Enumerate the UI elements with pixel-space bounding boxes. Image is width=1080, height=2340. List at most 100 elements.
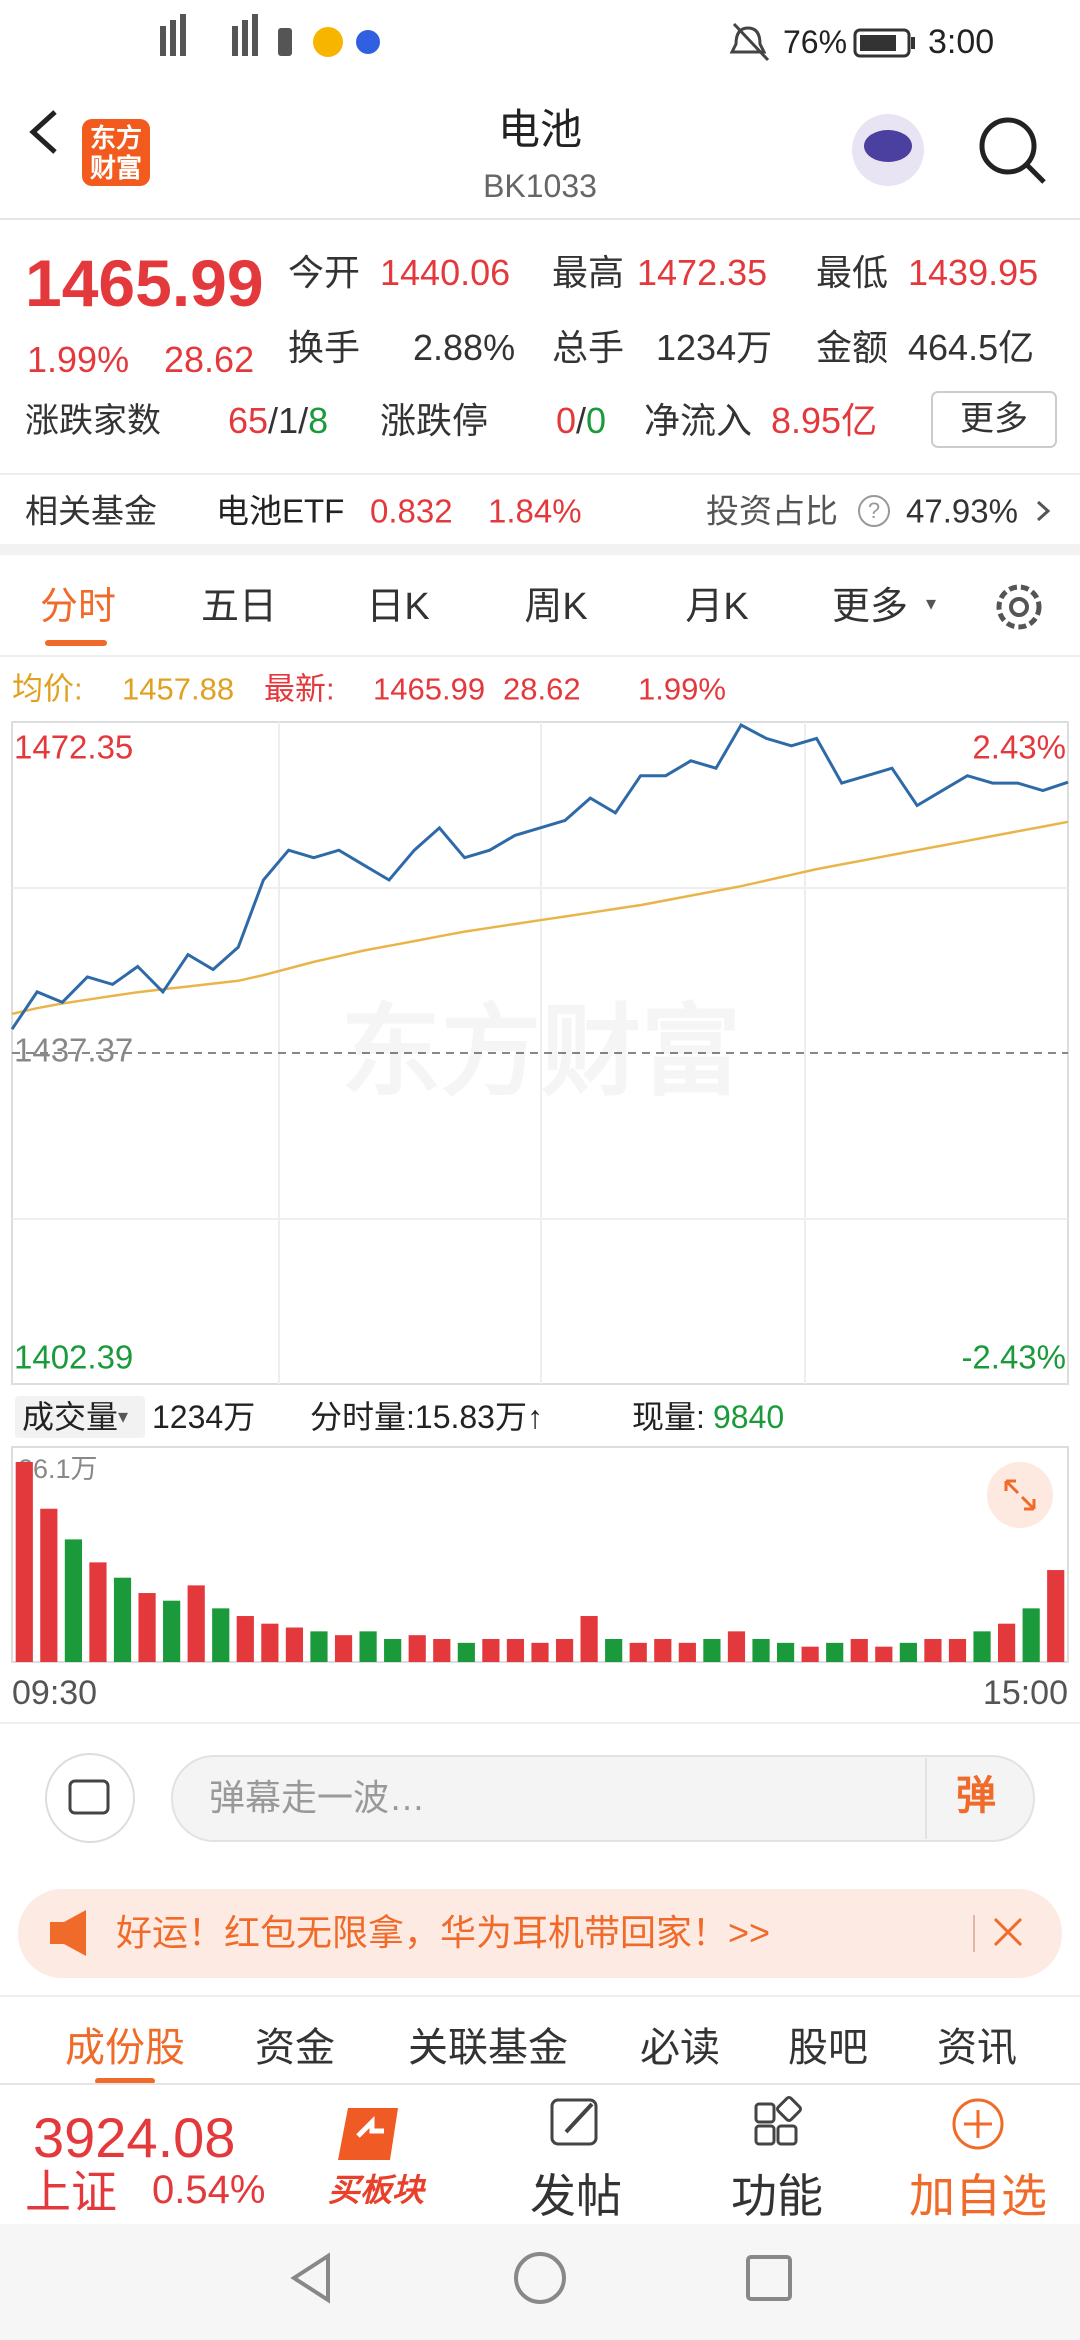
legend-value: 1465.99 xyxy=(373,671,486,707)
volume-bar xyxy=(948,1639,967,1662)
nav-item[interactable]: 功能 xyxy=(731,2170,823,2222)
volume-bar xyxy=(433,1639,451,1662)
period-tab[interactable]: 分时 xyxy=(39,586,117,628)
volume-bar xyxy=(678,1642,696,1662)
volume-title[interactable]: 成交量 xyxy=(22,1399,119,1435)
volume-bar xyxy=(727,1631,746,1662)
change: 28.62 xyxy=(164,339,255,380)
volume-bar xyxy=(1022,1608,1040,1662)
value: 1439.95 xyxy=(908,252,1039,293)
nav-item[interactable]: 加自选 xyxy=(909,2170,1047,2222)
clock: 3:00 xyxy=(928,23,995,61)
value: 2.88% xyxy=(413,327,516,368)
volume-bar xyxy=(113,1577,132,1662)
nav-back[interactable] xyxy=(290,2252,330,2304)
label: 投资占比 xyxy=(706,492,838,530)
legend-label: 最新: xyxy=(264,671,335,707)
placeholder: 弹幕走一波… xyxy=(209,1777,426,1818)
section-tab[interactable]: 股吧 xyxy=(788,2026,868,2070)
label: 今开 xyxy=(288,252,361,293)
y-tick-label: 1472.35 xyxy=(14,729,133,766)
back[interactable] xyxy=(29,110,57,154)
volume-bar xyxy=(850,1639,868,1662)
period-tab[interactable]: 五日 xyxy=(200,586,278,628)
period-tab[interactable]: 更多 xyxy=(831,586,909,628)
volume-bar xyxy=(924,1639,942,1662)
x-tick-label: 15:00 xyxy=(983,1674,1068,1712)
legend-value: 1457.88 xyxy=(122,671,235,707)
y-tick-label: 1437.37 xyxy=(14,1032,133,1069)
volume-bar xyxy=(15,1462,33,1662)
help[interactable]: ? xyxy=(867,498,881,523)
danmaku-input[interactable] xyxy=(171,1755,1035,1842)
fund-name[interactable]: 电池ETF xyxy=(216,492,345,530)
volume-bar xyxy=(163,1600,181,1662)
logo xyxy=(82,119,150,186)
section-tab[interactable]: 资讯 xyxy=(937,2026,1017,2070)
label: 最低 xyxy=(816,252,889,293)
y-tick-label: 1402.39 xyxy=(14,1339,133,1376)
danmaku-button[interactable]: 弹 xyxy=(956,1774,996,1818)
value: 47.93% xyxy=(906,492,1018,530)
banner-close[interactable] xyxy=(993,1917,1023,1947)
expand[interactable] xyxy=(987,1462,1053,1528)
volume-bar xyxy=(875,1646,893,1662)
volume-bar xyxy=(654,1639,672,1662)
legend-value: 28.62 xyxy=(503,671,581,707)
volume-bar xyxy=(457,1642,475,1662)
volume-bar xyxy=(506,1639,525,1662)
legend-label: 均价: xyxy=(12,671,83,707)
minute-volume: 分时量:15.83万↑ xyxy=(310,1399,543,1435)
search[interactable] xyxy=(979,117,1037,175)
danmaku-toggle[interactable] xyxy=(45,1753,135,1843)
y2-tick-label: 2.43% xyxy=(972,729,1066,766)
label: 涨跌停 xyxy=(380,400,489,441)
volume-bar xyxy=(801,1646,819,1662)
price: 1465.99 xyxy=(25,246,264,320)
period-tab[interactable]: 月K xyxy=(685,586,749,628)
volume-bar xyxy=(359,1631,377,1662)
label: 现量: xyxy=(632,1399,705,1435)
value: 8.95亿 xyxy=(771,400,878,441)
period-tab[interactable]: 周K xyxy=(524,586,588,628)
volume-bar xyxy=(580,1616,598,1662)
section-tab[interactable]: 成份股 xyxy=(65,2026,185,2070)
period-tab[interactable]: 日K xyxy=(366,586,430,628)
section-tab[interactable]: 资金 xyxy=(255,2026,335,2070)
banner-text[interactable]: 好运！红包无限拿，华为耳机带回家！>> xyxy=(116,1912,771,1953)
volume-bar xyxy=(261,1623,279,1662)
volume-bar xyxy=(605,1639,623,1662)
logo-text: 财富 xyxy=(89,153,143,183)
nav-recent[interactable] xyxy=(746,2255,792,2301)
more[interactable]: 更多 xyxy=(960,400,1028,438)
x-tick-label: 09:30 xyxy=(12,1674,97,1712)
down-count: 8 xyxy=(308,400,329,441)
title: 电池 xyxy=(497,106,583,153)
index-change: 0.54% xyxy=(152,2168,266,2212)
price-line xyxy=(11,820,1069,1016)
volume-bar xyxy=(998,1623,1016,1662)
section-tab[interactable]: 关联基金 xyxy=(408,2026,568,2070)
section-tab[interactable]: 必读 xyxy=(640,2026,720,2070)
volume-bar xyxy=(40,1508,58,1662)
label: 涨跌家数 xyxy=(25,402,161,440)
volume-bar xyxy=(187,1585,205,1662)
current-volume: 9840 xyxy=(713,1399,785,1435)
limits: 0/0 xyxy=(556,403,606,439)
limit-down: 0 xyxy=(586,400,607,441)
nav-item[interactable]: 买板块 xyxy=(327,2172,425,2208)
battery: 76% xyxy=(783,24,848,60)
volume-bar xyxy=(629,1642,647,1662)
volume-bar xyxy=(899,1642,917,1662)
nav-item[interactable]: 发帖 xyxy=(530,2170,622,2222)
volume-bar xyxy=(482,1639,500,1662)
nav-home[interactable] xyxy=(514,2252,566,2304)
banner[interactable] xyxy=(18,1889,1062,1978)
volume-bar xyxy=(236,1616,254,1662)
more-button[interactable] xyxy=(931,391,1057,448)
label: 净流入 xyxy=(644,400,753,441)
settings[interactable] xyxy=(996,584,1042,630)
